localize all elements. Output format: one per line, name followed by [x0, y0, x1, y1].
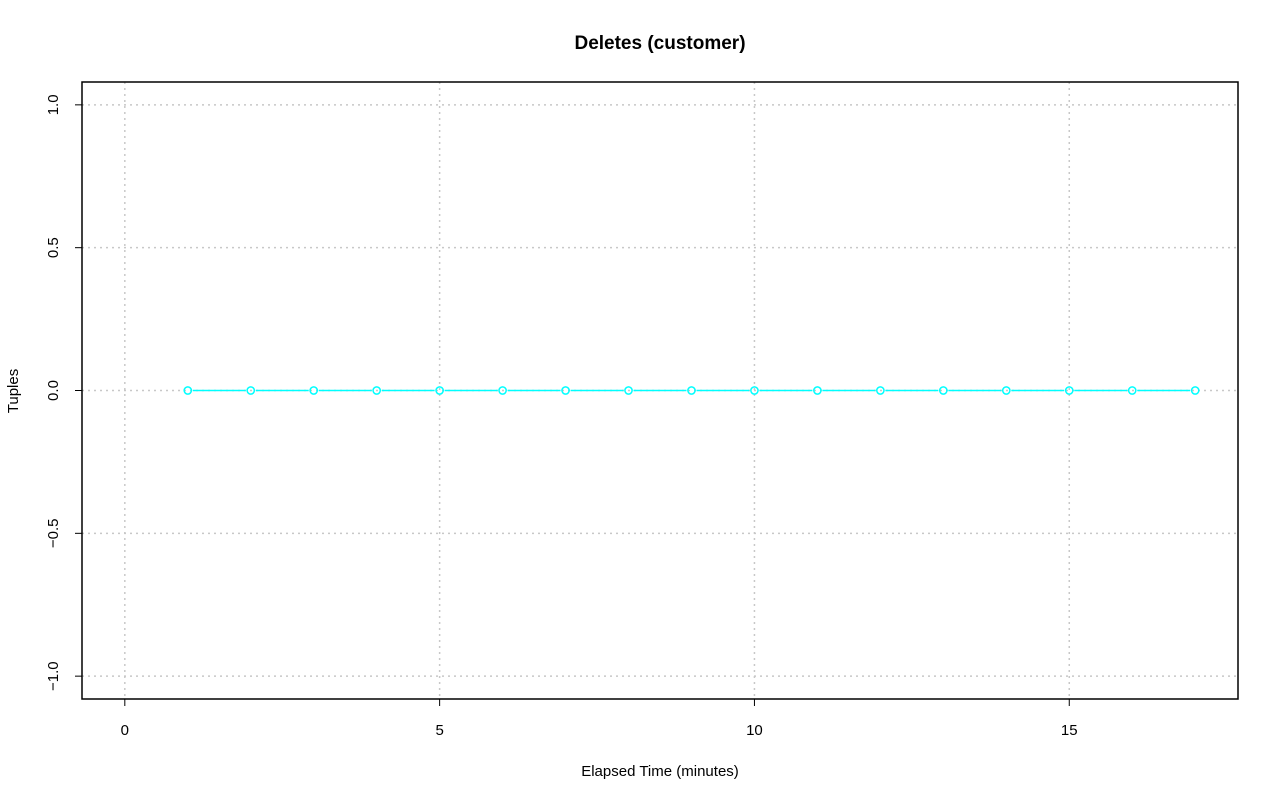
data-point	[1127, 386, 1137, 395]
y-tick-label: 0.0	[45, 380, 62, 401]
data-point	[624, 386, 633, 395]
data-point	[1190, 386, 1200, 395]
data-point	[561, 386, 570, 395]
y-axis-label: Tuples	[5, 369, 22, 413]
data-point	[372, 386, 382, 395]
data-point	[1064, 386, 1074, 395]
data-point	[498, 386, 507, 395]
data-point	[813, 386, 822, 395]
x-axis-label: Elapsed Time (minutes)	[581, 763, 739, 780]
y-tick-label: 1.0	[45, 94, 62, 115]
series-layer	[183, 386, 1200, 395]
x-tick-label: 5	[435, 722, 443, 739]
data-point	[309, 386, 319, 395]
chart-title: Deletes (customer)	[574, 33, 745, 54]
data-point	[938, 386, 948, 395]
x-axis: 0 5 10 15	[121, 698, 1078, 739]
data-point	[1001, 386, 1011, 395]
y-axis: −1.0 −0.5 0.0 0.5 1.0	[45, 94, 82, 691]
data-point	[246, 386, 256, 395]
x-tick-label: 10	[746, 722, 763, 739]
data-point	[876, 386, 885, 395]
x-tick-label: 15	[1061, 722, 1078, 739]
data-point	[435, 386, 444, 395]
data-point	[183, 386, 193, 395]
x-tick-label: 0	[121, 722, 129, 739]
y-tick-label: 0.5	[45, 237, 62, 258]
y-tick-label: −1.0	[45, 661, 62, 691]
data-point	[687, 386, 696, 395]
y-tick-label: −0.5	[45, 519, 62, 549]
data-point	[750, 386, 759, 395]
